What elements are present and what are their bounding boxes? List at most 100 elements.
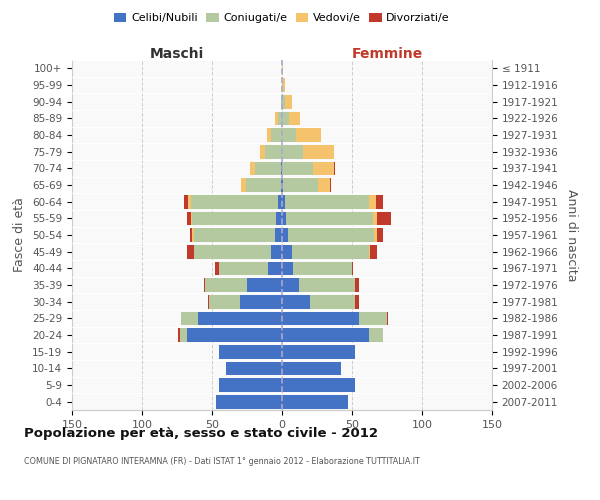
Bar (190, 228, 193, 242)
Bar (282, 362, 341, 375)
Bar (313, 162, 334, 175)
Bar (334, 162, 335, 175)
Bar (282, 312, 359, 325)
Legend: Celibi/Nubili, Coniugati/e, Vedovi/e, Divorziati/e: Celibi/Nubili, Coniugati/e, Vedovi/e, Di… (110, 8, 454, 28)
Bar (194, 228, 275, 242)
Bar (282, 278, 299, 292)
Bar (219, 345, 282, 358)
Bar (329, 178, 331, 192)
Bar (285, 95, 292, 108)
Bar (278, 112, 282, 125)
Bar (282, 395, 348, 408)
Bar (226, 362, 282, 375)
Bar (178, 328, 180, 342)
Y-axis label: Anni di nascita: Anni di nascita (565, 188, 578, 281)
Bar (374, 228, 377, 242)
Bar (187, 212, 191, 225)
Bar (219, 262, 268, 275)
Bar (376, 195, 383, 208)
Bar (359, 312, 387, 325)
Y-axis label: Fasce di età: Fasce di età (13, 198, 26, 272)
Bar (271, 128, 282, 142)
Bar (286, 212, 373, 225)
Bar (282, 328, 369, 342)
Bar (282, 245, 292, 258)
Bar (281, 178, 282, 192)
Bar (370, 245, 377, 258)
Bar (281, 95, 282, 108)
Bar (310, 295, 355, 308)
Bar (282, 295, 310, 308)
Bar (191, 212, 193, 225)
Bar (373, 212, 377, 225)
Bar (194, 245, 271, 258)
Bar (282, 212, 286, 225)
Bar (256, 162, 281, 175)
Bar (260, 145, 265, 158)
Bar (180, 328, 187, 342)
Bar (203, 278, 205, 292)
Bar (282, 112, 289, 125)
Bar (283, 78, 285, 92)
Bar (247, 278, 282, 292)
Bar (282, 162, 313, 175)
Bar (282, 262, 293, 275)
Bar (352, 262, 353, 275)
Bar (282, 78, 283, 92)
Bar (275, 228, 282, 242)
Bar (282, 195, 285, 208)
Bar (289, 112, 300, 125)
Text: Popolazione per età, sesso e stato civile - 2012: Popolazione per età, sesso e stato civil… (24, 428, 378, 440)
Bar (245, 178, 281, 192)
Bar (188, 195, 191, 208)
Bar (277, 212, 282, 225)
Bar (193, 228, 194, 242)
Text: Femmine: Femmine (352, 47, 422, 61)
Bar (198, 312, 282, 325)
Bar (369, 328, 383, 342)
Bar (250, 162, 256, 175)
Bar (240, 295, 282, 308)
Bar (271, 245, 282, 258)
Bar (369, 245, 370, 258)
Bar (209, 295, 240, 308)
Bar (296, 128, 321, 142)
Bar (191, 195, 278, 208)
Bar (265, 145, 282, 158)
Bar (187, 245, 194, 258)
Bar (184, 195, 188, 208)
Bar (219, 378, 282, 392)
Text: COMUNE DI PIGNATARO INTERAMNA (FR) - Dati ISTAT 1° gennaio 2012 - Elaborazione T: COMUNE DI PIGNATARO INTERAMNA (FR) - Dat… (24, 458, 420, 466)
Bar (205, 278, 247, 292)
Bar (282, 378, 355, 392)
Text: Maschi: Maschi (150, 47, 204, 61)
Bar (281, 162, 282, 175)
Bar (355, 278, 359, 292)
Bar (282, 145, 303, 158)
Bar (293, 262, 352, 275)
Bar (377, 212, 391, 225)
Bar (282, 62, 283, 75)
Bar (215, 262, 219, 275)
Bar (285, 195, 369, 208)
Bar (208, 295, 209, 308)
Bar (282, 178, 283, 192)
Bar (287, 228, 374, 242)
Bar (266, 128, 271, 142)
Bar (193, 212, 277, 225)
Bar (283, 178, 319, 192)
Bar (268, 262, 282, 275)
Bar (181, 312, 198, 325)
Bar (275, 112, 278, 125)
Bar (282, 345, 355, 358)
Bar (303, 145, 334, 158)
Bar (387, 312, 388, 325)
Bar (319, 178, 329, 192)
Bar (216, 395, 282, 408)
Bar (292, 245, 369, 258)
Bar (282, 128, 296, 142)
Bar (377, 228, 383, 242)
Bar (299, 278, 355, 292)
Bar (282, 95, 285, 108)
Bar (355, 295, 359, 308)
